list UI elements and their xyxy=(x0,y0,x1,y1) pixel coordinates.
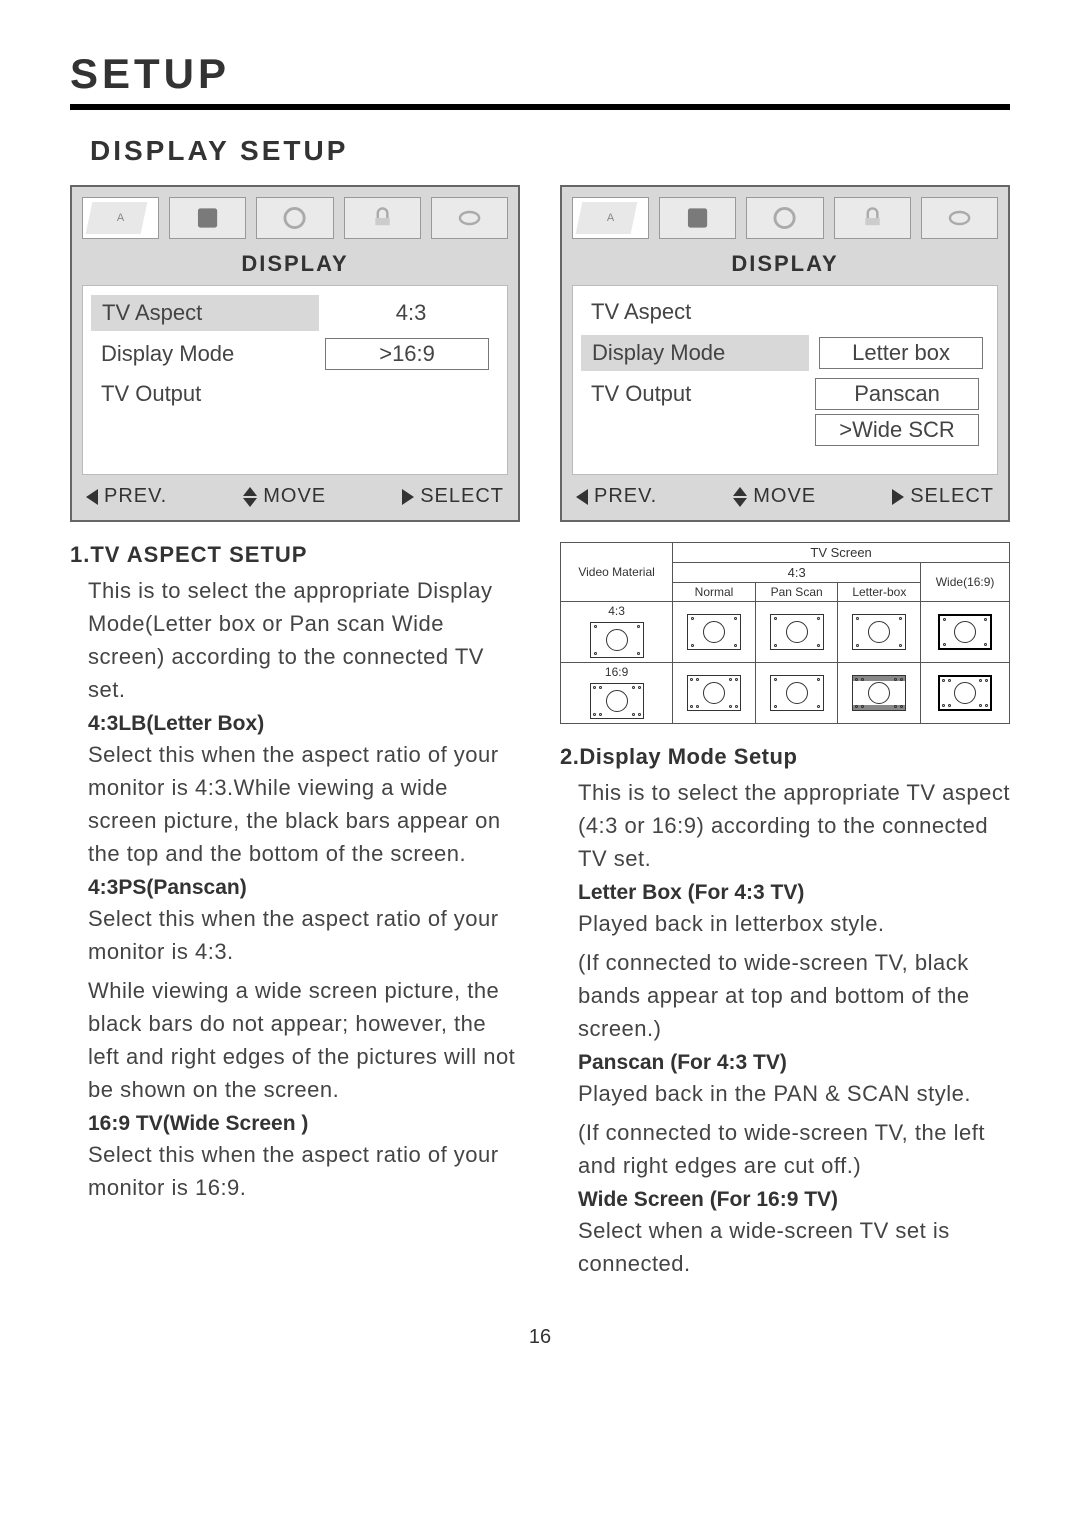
osd-body: TV Aspect Display Mode Letter box TV Output… xyxy=(572,285,998,475)
nav-select: SELECT xyxy=(420,485,504,508)
select-icon xyxy=(402,489,414,505)
osd-nav-bar: PREV. MOVE SELECT xyxy=(82,475,508,510)
osd-body: TV Aspect 4:3 Display Mode>16:9TV Output xyxy=(82,285,508,475)
nav-prev: PREV. xyxy=(594,485,657,508)
nav-move: MOVE xyxy=(263,485,326,508)
osd-menu-item[interactable]: TV Aspect xyxy=(91,295,319,331)
page-title: SETUP xyxy=(70,50,1010,110)
osd-tab-icon xyxy=(746,197,823,239)
body-strong: 16:9 TV(Wide Screen ) xyxy=(88,1112,520,1136)
osd-menu-value[interactable]: 4:3 xyxy=(329,300,492,326)
body-text: Select this when the aspect ratio of you… xyxy=(88,1138,520,1204)
body-strong: 4:3LB(Letter Box) xyxy=(88,712,520,736)
body-text: Select this when the aspect ratio of you… xyxy=(88,902,520,968)
body-text: (If connected to wide-screen TV, the lef… xyxy=(578,1116,1010,1182)
osd-tab-icon xyxy=(169,197,246,239)
nav-prev: PREV. xyxy=(104,485,167,508)
body-strong: Panscan (For 4:3 TV) xyxy=(578,1051,1010,1075)
osd-tab-icon xyxy=(659,197,736,239)
sub-heading: 2.Display Mode Setup xyxy=(560,744,1010,770)
body-text: This is to select the appropriate Displa… xyxy=(88,574,520,706)
osd-menu-value[interactable]: Letter box xyxy=(819,337,982,369)
body-text: This is to select the appropriate TV asp… xyxy=(578,776,1010,875)
osd-menu-item[interactable]: Display Mode xyxy=(581,335,809,371)
sub-heading: 1.TV ASPECT SETUP xyxy=(70,542,520,568)
osd-menu-value[interactable]: Panscan xyxy=(815,378,978,410)
page-number: 16 xyxy=(70,1326,1010,1349)
body-text: (If connected to wide-screen TV, black b… xyxy=(578,946,1010,1045)
osd-tab-icon xyxy=(82,197,159,239)
prev-icon xyxy=(576,489,588,505)
comparison-table: Video MaterialTV Screen4:3Wide(16:9)Norm… xyxy=(560,542,1010,724)
osd-menu-item[interactable]: TV Output xyxy=(91,377,319,411)
osd-menu-value[interactable]: >Wide SCR xyxy=(815,414,978,446)
osd-tab-icon xyxy=(431,197,508,239)
body-text: Select this when the aspect ratio of you… xyxy=(88,738,520,870)
osd-panel-left: DISPLAY TV Aspect 4:3 Display Mode>16:9TV … xyxy=(70,185,520,522)
body-text: Played back in the PAN & SCAN style. xyxy=(578,1077,1010,1110)
osd-tab-icon xyxy=(834,197,911,239)
osd-menu-item[interactable]: Display Mode xyxy=(91,337,319,371)
osd-menu-item[interactable]: TV Aspect xyxy=(581,295,809,329)
body-text: Played back in letterbox style. xyxy=(578,907,1010,940)
body-strong: Letter Box (For 4:3 TV) xyxy=(578,881,1010,905)
osd-tab-icon xyxy=(921,197,998,239)
osd-tab-icon xyxy=(256,197,333,239)
prev-icon xyxy=(86,489,98,505)
osd-tab-icon xyxy=(344,197,421,239)
osd-panel-right: DISPLAY TV AspectDisplay ModeLetter boxT… xyxy=(560,185,1010,522)
select-icon xyxy=(892,489,904,505)
nav-select: SELECT xyxy=(910,485,994,508)
body-text: While viewing a wide screen picture, the… xyxy=(88,974,520,1106)
osd-menu-item[interactable] xyxy=(581,426,809,434)
body-text: Select when a wide-screen TV set is conn… xyxy=(578,1214,1010,1280)
osd-tab-icon xyxy=(572,197,649,239)
section-title: DISPLAY SETUP xyxy=(90,135,1010,167)
body-strong: Wide Screen (For 16:9 TV) xyxy=(578,1188,1010,1212)
osd-icon-row xyxy=(82,197,508,239)
body-strong: 4:3PS(Panscan) xyxy=(88,876,520,900)
osd-menu-value[interactable]: >16:9 xyxy=(325,338,488,370)
nav-move: MOVE xyxy=(753,485,816,508)
osd-menu-item[interactable]: TV Output xyxy=(581,377,809,411)
osd-header: DISPLAY xyxy=(82,251,508,277)
osd-icon-row xyxy=(572,197,998,239)
osd-header: DISPLAY xyxy=(572,251,998,277)
osd-nav-bar: PREV. MOVE SELECT xyxy=(572,475,998,510)
